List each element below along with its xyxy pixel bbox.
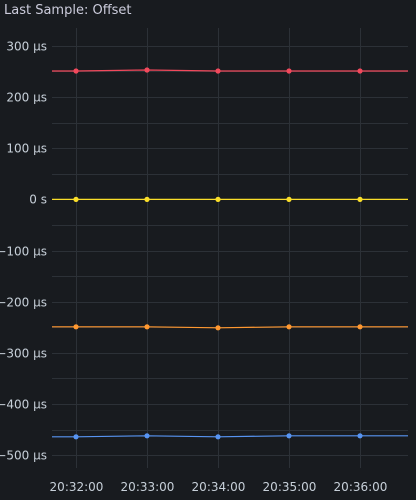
data-point[interactable] [215,196,221,202]
panel-title[interactable]: Last Sample: Offset [4,3,132,18]
data-point[interactable] [357,324,363,330]
y-tick-label: 300 µs [6,40,47,54]
data-point[interactable] [357,68,363,74]
data-point[interactable] [144,433,150,439]
y-tick-label: 0 s [29,193,47,207]
y-tick-label: −400 µs [0,398,47,412]
data-point[interactable] [215,68,221,74]
data-point[interactable] [215,325,221,331]
x-tick-label: 20:36:00 [334,480,388,494]
y-tick-label: −300 µs [0,347,47,361]
x-tick-label: 20:32:00 [50,480,104,494]
data-point[interactable] [144,67,150,73]
data-point[interactable] [286,324,292,330]
data-point[interactable] [144,324,150,330]
data-point[interactable] [73,324,79,330]
y-tick-label: 100 µs [6,142,47,156]
series-lines [52,67,408,440]
x-tick-label: 20:33:00 [121,480,175,494]
axis-labels: 300 µs 200 µs 100 µs 0 s −100 µs −200 µs −300 … [0,40,387,495]
data-point[interactable] [286,433,292,439]
series-line-1 [52,69,408,72]
y-tick-label: −200 µs [0,296,47,310]
grid-lines [52,28,408,468]
series-line-4 [52,435,408,438]
y-tick-label: −100 µs [0,245,47,259]
x-tick-label: 20:35:00 [263,480,317,494]
y-tick-label: −500 µs [0,449,47,463]
data-point[interactable] [144,196,150,202]
data-point[interactable] [73,196,79,202]
data-point[interactable] [286,68,292,74]
data-point[interactable] [73,68,79,74]
data-point[interactable] [357,433,363,439]
data-point[interactable] [73,434,79,440]
data-point[interactable] [215,434,221,440]
x-tick-label: 20:34:00 [192,480,246,494]
data-point[interactable] [286,196,292,202]
y-tick-label: 200 µs [6,91,47,105]
data-point[interactable] [357,196,363,202]
